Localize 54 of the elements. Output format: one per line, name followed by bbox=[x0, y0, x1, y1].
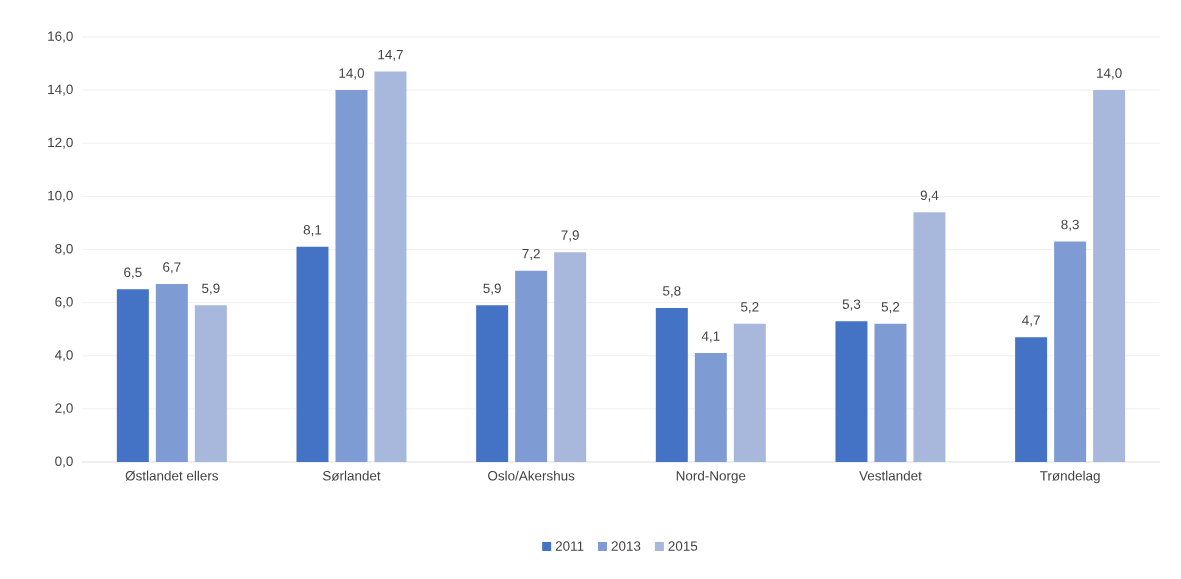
bar bbox=[515, 270, 548, 462]
data-label: 8,1 bbox=[303, 225, 322, 237]
data-label: 6,7 bbox=[163, 262, 181, 274]
x-tick-label: Trøndelag bbox=[1040, 470, 1100, 484]
bar bbox=[694, 353, 727, 462]
y-tick-label: 2,0 bbox=[55, 403, 73, 415]
y-tick-label: 12,0 bbox=[48, 137, 73, 149]
data-label: 14,0 bbox=[1097, 68, 1122, 80]
bar bbox=[554, 252, 587, 462]
bar bbox=[116, 289, 149, 462]
data-label: 8,3 bbox=[1061, 219, 1079, 231]
y-tick-label: 0,0 bbox=[55, 456, 73, 468]
y-tick-label: 10,0 bbox=[48, 190, 73, 202]
data-label: 14,7 bbox=[378, 49, 403, 61]
bar bbox=[476, 305, 509, 462]
y-tick-label: 14,0 bbox=[48, 84, 73, 96]
x-tick-label: Oslo/Akershus bbox=[488, 470, 575, 481]
data-label: 5,8 bbox=[662, 286, 681, 298]
bar bbox=[1015, 337, 1048, 462]
legend-label: 2013 bbox=[611, 541, 641, 551]
data-label: 9,4 bbox=[920, 190, 939, 202]
data-label: 6,5 bbox=[124, 267, 142, 279]
data-label: 14,0 bbox=[339, 68, 365, 80]
y-tick-label: 8,0 bbox=[55, 243, 73, 256]
bar bbox=[913, 212, 946, 462]
data-label: 5,9 bbox=[483, 283, 501, 295]
data-label: 5,2 bbox=[881, 302, 900, 314]
bar bbox=[194, 305, 227, 462]
data-label: 5,3 bbox=[842, 299, 861, 311]
data-label: 5,2 bbox=[740, 302, 759, 314]
data-label: 4,1 bbox=[701, 331, 720, 343]
bar bbox=[374, 71, 407, 462]
x-tick-label: Vestlandet bbox=[859, 470, 922, 481]
x-tick-label: Østlandet ellers bbox=[125, 470, 219, 481]
bar bbox=[655, 307, 688, 462]
bar bbox=[335, 90, 368, 462]
x-tick-label: Nord-Norge bbox=[676, 470, 746, 484]
y-tick-label: 6,0 bbox=[55, 297, 73, 309]
data-label: 7,9 bbox=[561, 230, 579, 242]
data-label: 5,9 bbox=[202, 283, 220, 295]
data-label: 4,7 bbox=[1022, 315, 1040, 327]
data-label: 7,2 bbox=[522, 248, 540, 261]
bar bbox=[835, 321, 868, 462]
legend-label: 2015 bbox=[668, 541, 698, 551]
bar bbox=[733, 323, 766, 462]
bar bbox=[1054, 241, 1087, 462]
y-tick-label: 4,0 bbox=[54, 350, 73, 362]
bar bbox=[1093, 90, 1126, 462]
legend-label: 2011 bbox=[555, 541, 584, 551]
y-tick-label: 16,0 bbox=[48, 31, 73, 43]
x-tick-label: Sørlandet bbox=[322, 470, 381, 481]
bar bbox=[874, 323, 907, 462]
bar bbox=[155, 284, 188, 462]
bar bbox=[296, 246, 329, 462]
